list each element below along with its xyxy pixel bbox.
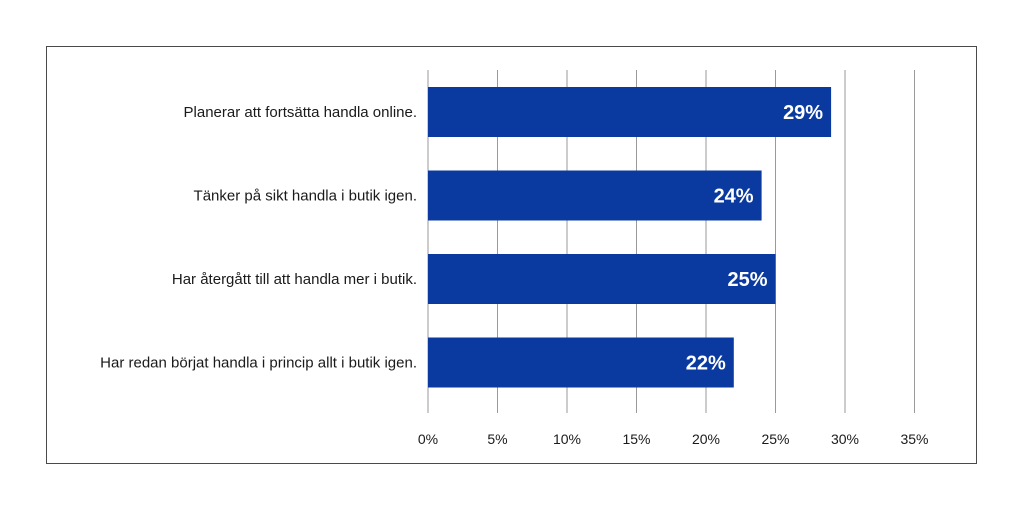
category-labels: Planerar att fortsätta handla online. Tän… [100, 104, 417, 372]
x-tick-label: 10% [553, 431, 581, 447]
bars: 29% 24% 25% 22% [428, 87, 832, 388]
bar [428, 337, 734, 388]
x-tick-label: 35% [900, 431, 928, 447]
x-tick-label: 20% [692, 431, 720, 447]
category-label: Tänker på sikt handla i butik igen. [194, 188, 417, 205]
category-label: Har återgått till att handla mer i butik… [172, 271, 417, 288]
bar-value-label: 24% [714, 186, 754, 208]
category-label: Planerar att fortsätta handla online. [184, 104, 417, 121]
category-label: Har redan börjat handla i princip allt i… [100, 355, 417, 372]
bar [428, 254, 776, 304]
x-tick-label: 15% [622, 431, 650, 447]
bar [428, 87, 832, 137]
x-tick-label: 0% [418, 431, 438, 447]
x-tick-label: 30% [831, 431, 859, 447]
bar [428, 170, 762, 221]
bar-value-label: 29% [783, 102, 823, 124]
bar-value-label: 22% [686, 353, 726, 375]
bar-value-label: 25% [727, 269, 767, 291]
x-tick-label: 5% [487, 431, 507, 447]
x-tick-label: 25% [761, 431, 789, 447]
x-axis-tick-labels: 0% 5% 10% 15% 20% 25% 30% 35% [418, 431, 929, 447]
